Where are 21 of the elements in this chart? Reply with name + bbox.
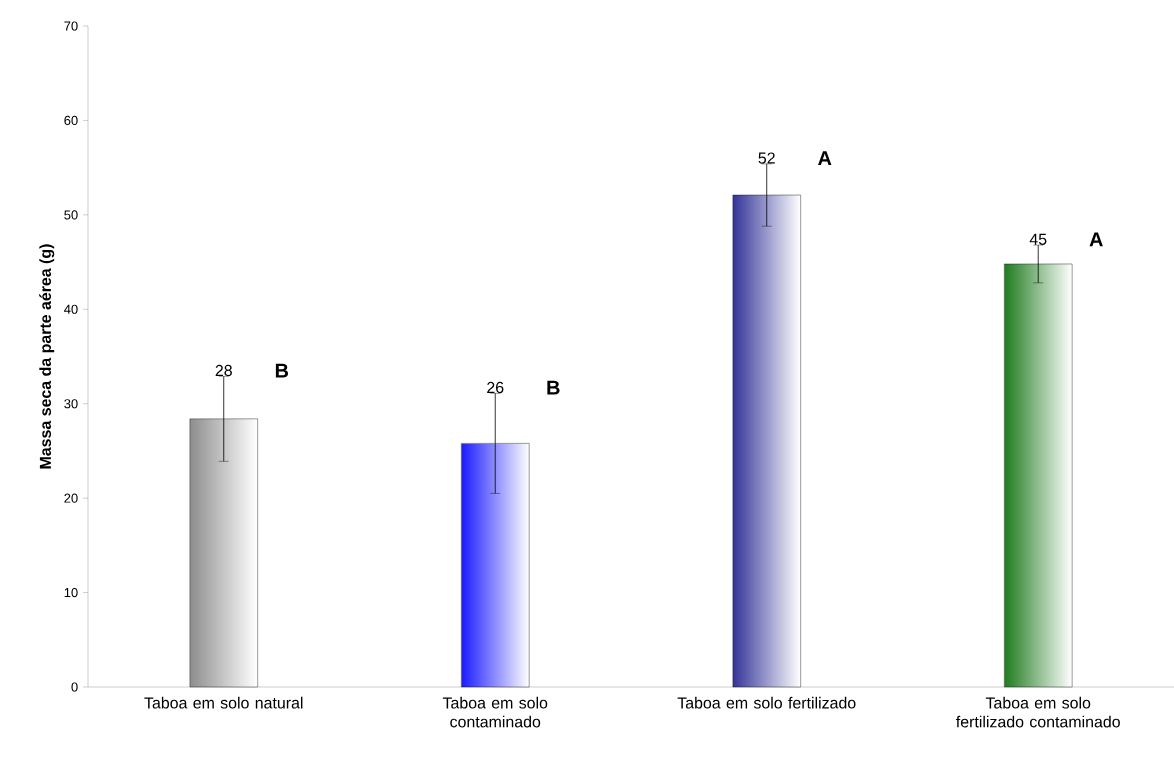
y-axis-title: Massa seca da parte aérea (g): [39, 244, 55, 469]
data-label: 28: [215, 364, 232, 377]
x-tick-label: Taboa em solo fertilizado: [677, 696, 856, 709]
annotation: A: [818, 151, 832, 166]
y-tick-label: 70: [64, 21, 78, 31]
data-label: 26: [487, 381, 504, 394]
data-label: 45: [1029, 233, 1047, 245]
annotation: A: [1089, 232, 1103, 247]
y-tick-label: 20: [64, 493, 78, 503]
y-tick-label: 50: [64, 210, 78, 220]
y-tick-label: 30: [64, 399, 78, 409]
x-tick-label: Taboa em solo contaminado: [442, 696, 548, 728]
data-label: 52: [758, 152, 775, 164]
y-tick-label: 60: [64, 115, 78, 126]
annotation: B: [547, 380, 560, 395]
x-tick-label: Taboa em solo natural: [144, 696, 303, 709]
y-tick-label: 0: [71, 682, 78, 692]
annotation: B: [275, 363, 289, 378]
x-tick-label: Taboa em solo fertilizado contaminado: [956, 696, 1120, 728]
y-tick-label: 40: [64, 304, 78, 314]
y-tick-label: 10: [64, 587, 78, 598]
